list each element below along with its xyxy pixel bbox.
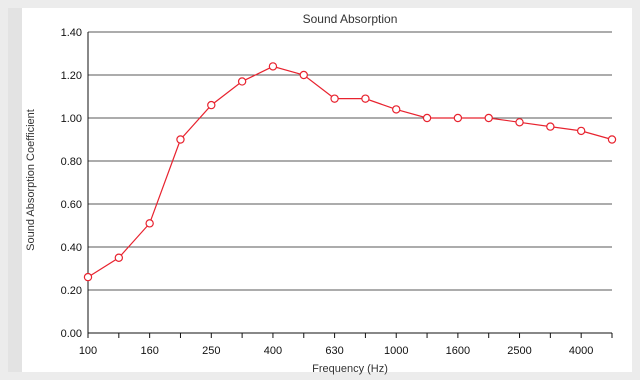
- data-point: [207, 100, 216, 110]
- data-point: [392, 105, 401, 114]
- data-point: [268, 62, 278, 71]
- x-tick-label: 100: [79, 345, 97, 357]
- x-tick-label: 630: [325, 345, 343, 357]
- data-point: [299, 70, 308, 80]
- x-tick-label: 250: [202, 345, 220, 357]
- y-tick-label: 0.60: [61, 199, 82, 211]
- data-point: [83, 272, 93, 282]
- x-tick-label: 400: [264, 345, 282, 357]
- x-tick-label: 1600: [446, 345, 470, 357]
- data-point: [237, 77, 247, 86]
- series-group: [83, 62, 617, 282]
- data-point: [422, 113, 432, 123]
- y-tick-label: 0.20: [61, 285, 82, 297]
- y-tick-label: 1.20: [61, 70, 82, 82]
- data-point: [515, 118, 524, 127]
- x-tick-label: 2500: [507, 345, 531, 357]
- data-point: [546, 122, 555, 131]
- chart-background: [8, 8, 632, 372]
- y-tick-label: 1.40: [61, 27, 82, 39]
- chart-left-strip: [8, 8, 22, 372]
- series-line: [87, 65, 613, 278]
- data-point: [330, 94, 339, 103]
- y-tick-labels: 0.00 0.20 0.40 0.60 0.80 1.00 1.20 1.40: [61, 27, 82, 340]
- data-point: [453, 113, 463, 123]
- chart-title: Sound Absorption: [303, 12, 398, 26]
- data-point: [484, 113, 493, 123]
- data-point: [576, 126, 586, 136]
- x-axis-title: Frequency (Hz): [312, 363, 388, 375]
- data-point: [176, 135, 185, 144]
- data-point: [145, 219, 154, 228]
- axes: [87, 32, 613, 338]
- data-point: [607, 135, 617, 144]
- y-tick-label: 0.40: [61, 242, 82, 254]
- gridlines: [88, 31, 612, 291]
- x-tick-label: 4000: [569, 345, 593, 357]
- y-tick-label: 1.00: [61, 113, 82, 125]
- y-tick-label: 0.80: [61, 156, 82, 168]
- x-tick-label: 160: [140, 345, 158, 357]
- x-tick-label: 1000: [384, 345, 408, 357]
- data-point: [361, 94, 370, 103]
- x-tick-labels: 100 160 250 400 630 1000 1600 2500 4000: [79, 345, 594, 357]
- data-point: [114, 253, 124, 262]
- y-axis-title: Sound Absorption Coefficient: [25, 109, 37, 251]
- y-tick-label: 0.00: [61, 328, 82, 340]
